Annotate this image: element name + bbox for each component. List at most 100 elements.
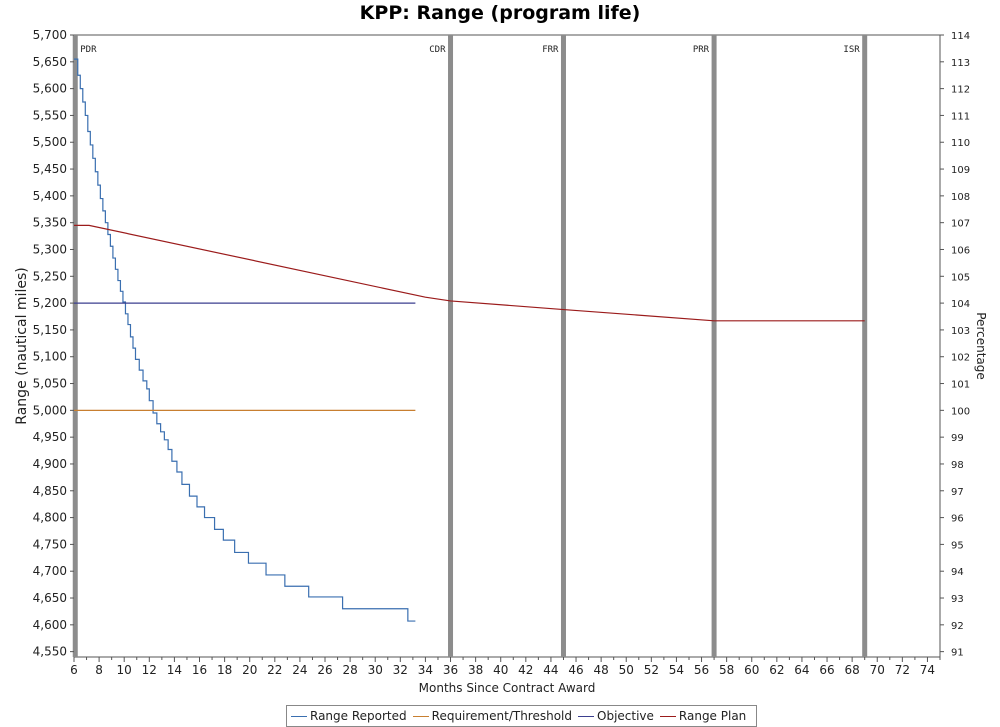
milestone-bar-frr [560, 35, 566, 657]
legend-item-range-reported: Range Reported [291, 709, 407, 723]
x-tick-label: 54 [669, 663, 684, 677]
x-tick-label: 14 [167, 663, 182, 677]
x-tick-label: 74 [920, 663, 935, 677]
x-tick-label: 38 [468, 663, 483, 677]
y-tick-label: 4,700 [33, 564, 67, 578]
y-tick-label: 5,450 [33, 162, 67, 176]
x-tick-label: 42 [518, 663, 533, 677]
y2-tick-label: 91 [951, 648, 964, 659]
y-axis-title: Range (nautical miles) [14, 267, 30, 424]
milestone-label-frr: FRR [542, 45, 559, 55]
legend: Range Reported Requirement/Threshold Objec… [286, 705, 758, 727]
y2-tick-label: 103 [951, 326, 970, 337]
y-tick-label: 4,800 [33, 511, 67, 525]
x-tick-label: 6 [70, 663, 78, 677]
y2-tick-label: 97 [951, 487, 964, 498]
y2-tick-label: 108 [951, 192, 970, 203]
y-tick-label: 4,650 [33, 591, 67, 605]
y2-tick-label: 100 [951, 406, 970, 417]
x-tick-label: 32 [393, 663, 408, 677]
y-tick-label: 5,700 [33, 28, 67, 42]
y2-tick-label: 93 [951, 594, 964, 605]
y-tick-label: 4,950 [33, 430, 67, 444]
y-tick-label: 5,200 [33, 296, 67, 310]
x-tick-label: 56 [694, 663, 709, 677]
legend-swatch [291, 715, 307, 717]
x-tick-label: 64 [794, 663, 809, 677]
legend-label: Objective [597, 709, 654, 723]
series-layer [74, 58, 865, 622]
x-tick-label: 40 [493, 663, 508, 677]
y-tick-label: 4,750 [33, 537, 67, 551]
x-tick-label: 36 [443, 663, 458, 677]
legend-label: Range Reported [310, 709, 407, 723]
y2-tick-label: 98 [951, 460, 964, 471]
x-tick-label: 8 [95, 663, 103, 677]
x-tick-label: 30 [368, 663, 383, 677]
y-tick-label: 5,400 [33, 189, 67, 203]
x-tick-label: 52 [644, 663, 659, 677]
legend-item-requirement-threshold: Requirement/Threshold [412, 709, 572, 723]
y2-tick-label: 101 [951, 380, 970, 391]
x-tick-label: 24 [292, 663, 307, 677]
y-tick-label: 4,900 [33, 457, 67, 471]
x-tick-label: 48 [593, 663, 608, 677]
milestone-bar-isr [862, 35, 868, 657]
plot-area [73, 34, 941, 658]
y2-tick-label: 109 [951, 165, 970, 176]
y2-tick-label: 113 [951, 58, 970, 69]
x-tick-label: 18 [217, 663, 232, 677]
milestone-bar-pdr [72, 35, 78, 657]
y-tick-label: 4,850 [33, 484, 67, 498]
x-tick-label: 28 [342, 663, 357, 677]
legend-swatch [659, 715, 676, 717]
axis-layer: 4,550 4,600 4,650 4,700 4,750 4,800 4,850 4,900… [33, 28, 970, 677]
y-tick-label: 5,300 [33, 242, 67, 256]
milestone-label-cdr: CDR [429, 45, 446, 55]
y-tick-label: 5,550 [33, 108, 67, 122]
milestone-label-isr: ISR [843, 45, 860, 55]
y2-tick-label: 92 [951, 621, 964, 632]
x-tick-label: 46 [568, 663, 583, 677]
y-tick-label: 5,250 [33, 269, 67, 283]
series-line-range-reported [74, 58, 416, 622]
y-tick-label: 5,050 [33, 377, 67, 391]
y2-tick-label: 114 [951, 31, 970, 42]
x-tick-label: 12 [142, 663, 157, 677]
x-tick-label: 22 [267, 663, 282, 677]
legend-item-objective: Objective [578, 709, 654, 723]
x-tick-label: 66 [819, 663, 834, 677]
y2-tick-label: 104 [951, 299, 970, 310]
y2-tick-label: 105 [951, 272, 970, 283]
x-tick-label: 20 [242, 663, 257, 677]
x-tick-label: 72 [895, 663, 910, 677]
y2-tick-label: 96 [951, 514, 964, 525]
y2-tick-label: 110 [951, 138, 970, 149]
y2-tick-label: 94 [951, 567, 964, 578]
y-tick-label: 5,000 [33, 403, 67, 417]
legend-item-range-plan: Range Plan [659, 709, 747, 723]
y2-tick-label: 107 [951, 219, 970, 230]
milestone-bar-prr [711, 35, 717, 657]
x-tick-label: 34 [418, 663, 433, 677]
x-tick-label: 68 [845, 663, 860, 677]
milestone-label-pdr: PDR [80, 45, 97, 55]
y2-tick-label: 102 [951, 353, 970, 364]
x-tick-label: 50 [619, 663, 634, 677]
x-tick-label: 62 [769, 663, 784, 677]
y-tick-label: 4,600 [33, 618, 67, 632]
x-axis-title: Months Since Contract Award [419, 681, 596, 695]
y-tick-label: 5,600 [33, 82, 67, 96]
milestone-label-prr: PRR [693, 45, 710, 55]
y-tick-label: 4,550 [33, 645, 67, 659]
legend-label: Range Plan [678, 709, 747, 723]
y-tick-label: 5,650 [33, 55, 67, 69]
x-tick-label: 60 [744, 663, 759, 677]
x-tick-label: 70 [870, 663, 885, 677]
legend-swatch [578, 715, 594, 717]
y2-tick-label: 112 [951, 85, 970, 96]
y-tick-label: 5,100 [33, 350, 67, 364]
x-tick-label: 44 [543, 663, 558, 677]
legend-label: Requirement/Threshold [431, 709, 572, 723]
